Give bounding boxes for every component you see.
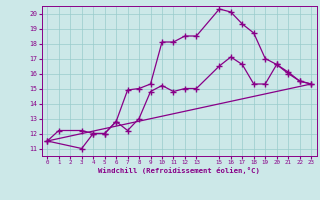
X-axis label: Windchill (Refroidissement éolien,°C): Windchill (Refroidissement éolien,°C) [98, 167, 260, 174]
